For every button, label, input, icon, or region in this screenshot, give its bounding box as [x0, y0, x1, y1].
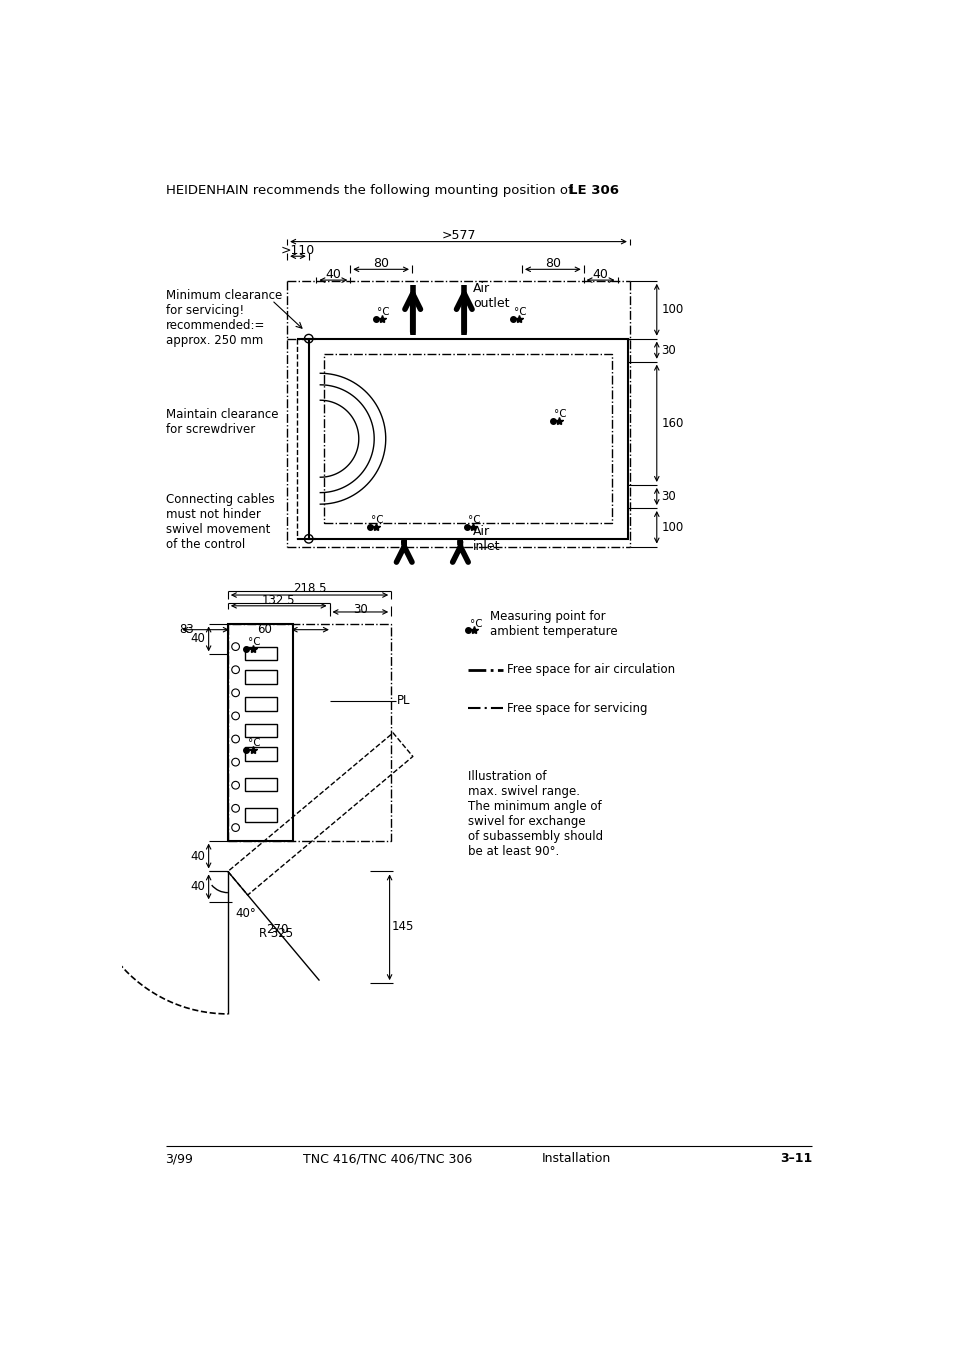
- Text: 83: 83: [179, 623, 193, 637]
- Text: 132.5: 132.5: [262, 594, 295, 607]
- Text: 3/99: 3/99: [166, 1152, 193, 1166]
- Text: 145: 145: [392, 921, 414, 933]
- Text: 3–11: 3–11: [780, 1152, 811, 1166]
- Bar: [245, 724, 277, 738]
- Text: 60: 60: [256, 623, 272, 637]
- Bar: [245, 670, 277, 684]
- Text: Air
inlet: Air inlet: [473, 525, 499, 553]
- Bar: [245, 809, 277, 822]
- Bar: [324, 354, 612, 524]
- Text: 270: 270: [266, 923, 289, 937]
- Text: LE 306: LE 306: [568, 184, 618, 198]
- Text: °C: °C: [371, 514, 383, 525]
- Text: Measuring point for
ambient temperature: Measuring point for ambient temperature: [489, 610, 617, 638]
- Bar: [245, 646, 277, 661]
- Text: 80: 80: [373, 257, 389, 269]
- Text: 80: 80: [544, 257, 560, 269]
- Text: 218.5: 218.5: [293, 583, 326, 595]
- Text: R 325: R 325: [258, 927, 293, 940]
- Text: 160: 160: [660, 417, 683, 429]
- Bar: [228, 623, 293, 841]
- Text: Minimum clearance
for servicing!
recommended:=
approx. 250 mm: Minimum clearance for servicing! recomme…: [166, 288, 281, 346]
- Text: 30: 30: [660, 490, 676, 503]
- Text: Free space for servicing: Free space for servicing: [506, 701, 646, 715]
- Bar: [245, 778, 277, 791]
- Text: TNC 416/TNC 406/TNC 306: TNC 416/TNC 406/TNC 306: [302, 1152, 472, 1166]
- Text: HEIDENHAIN recommends the following mounting position of: HEIDENHAIN recommends the following moun…: [166, 184, 576, 198]
- Text: °C: °C: [514, 307, 526, 316]
- Text: 40°: 40°: [235, 907, 256, 921]
- Text: °C: °C: [248, 738, 260, 748]
- Text: Connecting cables
must not hinder
swivel movement
of the control: Connecting cables must not hinder swivel…: [166, 493, 274, 551]
- Text: Maintain clearance
for screwdriver: Maintain clearance for screwdriver: [166, 408, 277, 436]
- Text: Air
outlet: Air outlet: [473, 283, 509, 311]
- Text: °C: °C: [376, 307, 390, 316]
- Text: 100: 100: [660, 303, 683, 316]
- Text: 40: 40: [190, 633, 205, 646]
- Text: Illustration of
max. swivel range.
The minimum angle of
swivel for exchange
of s: Illustration of max. swivel range. The m…: [468, 770, 602, 857]
- Text: °C: °C: [554, 409, 566, 419]
- Bar: [228, 623, 391, 841]
- Text: >110: >110: [280, 244, 314, 257]
- Text: 30: 30: [353, 603, 367, 616]
- Text: >577: >577: [441, 229, 476, 242]
- Text: 40: 40: [190, 880, 205, 894]
- Text: 40: 40: [190, 849, 205, 863]
- Text: 30: 30: [660, 343, 676, 357]
- Text: 40: 40: [592, 268, 608, 281]
- Text: °C: °C: [469, 619, 482, 629]
- Text: °C: °C: [468, 514, 480, 525]
- Text: PL: PL: [396, 695, 411, 707]
- Bar: [245, 697, 277, 711]
- Bar: [309, 339, 627, 538]
- Text: Installation: Installation: [540, 1152, 610, 1166]
- Bar: [245, 747, 277, 760]
- Text: 40: 40: [325, 268, 341, 281]
- Text: 100: 100: [660, 521, 683, 534]
- Text: °C: °C: [248, 637, 260, 647]
- Text: Free space for air circulation: Free space for air circulation: [506, 664, 674, 676]
